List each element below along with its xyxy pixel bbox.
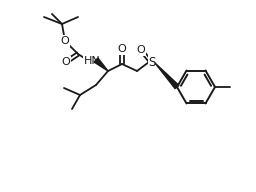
Text: O: O — [137, 45, 145, 55]
Text: S: S — [148, 55, 156, 69]
Polygon shape — [94, 58, 108, 71]
Text: O: O — [118, 44, 126, 54]
Text: O: O — [61, 36, 69, 46]
Text: O: O — [62, 57, 70, 67]
Polygon shape — [155, 63, 179, 89]
Text: HN: HN — [84, 56, 100, 66]
